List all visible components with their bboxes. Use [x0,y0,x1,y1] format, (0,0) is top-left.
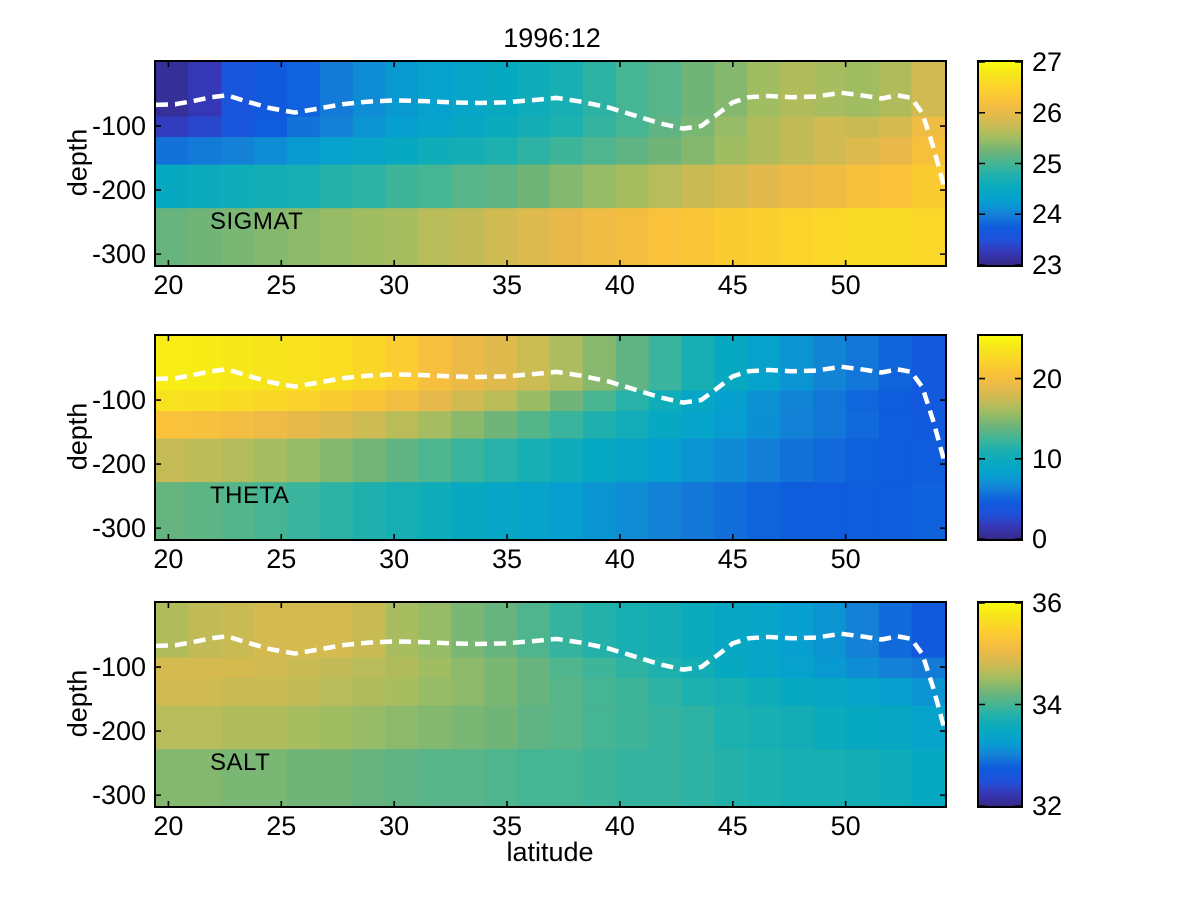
y-tick-label: -200 [91,716,146,747]
x-tick-label: 45 [717,270,748,300]
x-tick-label: 25 [266,270,297,300]
panel-label-salt: SALT [210,749,271,776]
x-tick-label: 20 [153,270,184,300]
theta-heatmap [154,334,947,541]
x-tick-label: 50 [830,544,861,574]
colorbar-tick-label: 26 [1032,97,1063,128]
y-tick-label: -100 [91,652,146,683]
colorbar-tick-label: 27 [1032,47,1063,77]
x-tick-label: 25 [266,544,297,574]
colorbar-tick-label: 36 [1032,588,1063,618]
panel-label-theta: THETA [210,482,290,509]
x-tick-label: 40 [604,544,635,574]
theta-colorbar [977,334,1023,541]
y-tick-label: -300 [91,513,146,544]
figure-title: 1996:12 [503,23,601,53]
colorbar-tick-label: 32 [1032,791,1063,821]
x-tick-label: 40 [604,811,635,841]
x-tick-label: 50 [830,811,861,841]
x-tick-label: 35 [492,811,523,841]
y-tick-label: -200 [91,175,146,206]
y-tick-label: -100 [91,111,146,142]
x-tick-label: 45 [717,544,748,574]
x-tick-label: 20 [153,811,184,841]
y-tick-label: -100 [91,385,146,416]
x-tick-label: 45 [717,811,748,841]
colorbar-tick-label: 20 [1032,363,1063,394]
y-tick-label: -200 [91,449,146,480]
x-tick-label: 35 [492,544,523,574]
colorbar-tick-label: 25 [1032,148,1063,179]
colorbar-tick-label: 24 [1032,199,1063,230]
y-tick-label: -300 [91,780,146,811]
x-tick-label: 50 [830,270,861,300]
x-tick-label: 35 [492,270,523,300]
x-tick-label: 40 [604,270,635,300]
x-tick-label: 30 [379,270,410,300]
panel-label-sigmat: SIGMAT [210,208,304,235]
colorbar-tick-label: 10 [1032,443,1063,474]
x-axis-label: latitude [506,837,594,867]
colorbar-tick-label: 23 [1032,250,1063,280]
x-tick-label: 30 [379,544,410,574]
x-tick-label: 30 [379,811,410,841]
colorbar-tick-label: 34 [1032,689,1063,720]
x-tick-label: 25 [266,811,297,841]
colorbar-tick-label: 0 [1032,524,1048,554]
x-tick-label: 20 [153,544,184,574]
sigmat-colorbar [977,60,1023,267]
salt-colorbar [977,601,1023,808]
salt-heatmap [154,601,947,808]
y-tick-label: -300 [91,239,146,270]
sigmat-heatmap [154,60,947,267]
